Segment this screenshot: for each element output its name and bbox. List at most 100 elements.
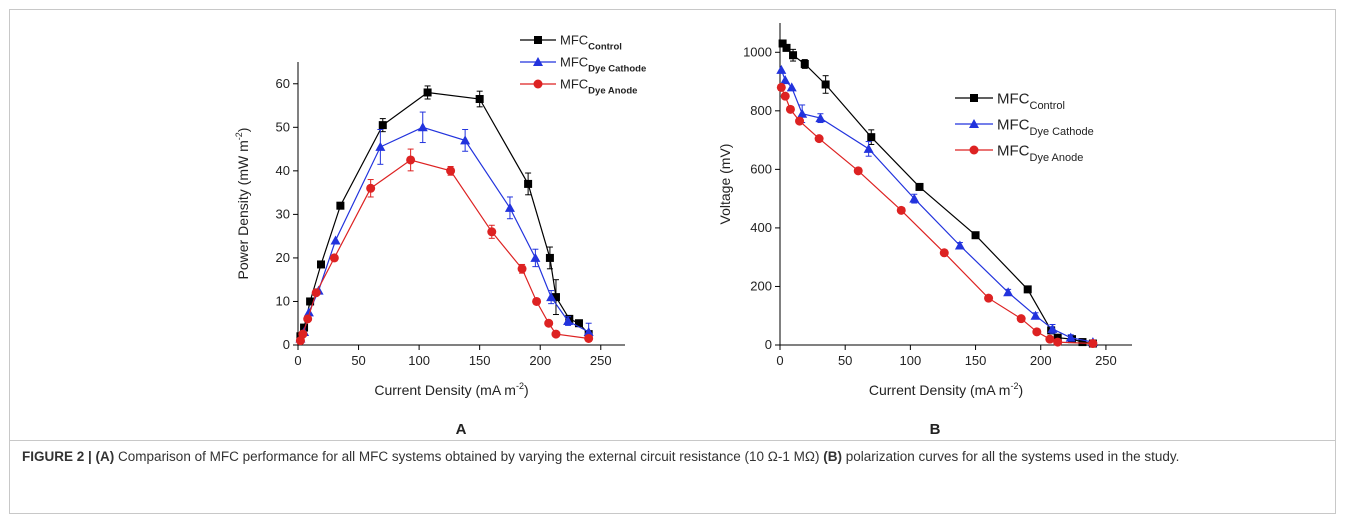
series-line <box>299 159 589 341</box>
data-point <box>776 82 786 92</box>
data-point <box>1047 323 1058 333</box>
series-dye-anode <box>295 148 594 346</box>
figure-caption: FIGURE 2 | (A) Comparison of MFC perform… <box>22 446 1322 468</box>
x-tick-label: 200 <box>1030 353 1052 368</box>
data-point <box>915 182 924 191</box>
y-axis-label: Power Density (mW m-2) <box>234 128 251 280</box>
y-tick-label: 20 <box>276 250 290 265</box>
data-point <box>867 133 876 142</box>
data-point <box>303 307 314 317</box>
data-point <box>984 293 994 303</box>
data-point <box>1003 287 1014 297</box>
data-point <box>1065 332 1076 342</box>
data-point <box>504 202 515 212</box>
data-point <box>366 183 376 193</box>
data-point <box>1016 314 1026 324</box>
x-tick-label: 150 <box>469 353 491 368</box>
caption-divider <box>10 440 1335 441</box>
data-point <box>1045 334 1055 344</box>
y-tick-label: 1000 <box>743 44 772 59</box>
data-point <box>1078 338 1087 347</box>
data-point <box>785 104 795 114</box>
data-point <box>1030 310 1041 320</box>
panel-label: B <box>930 421 941 438</box>
data-point <box>423 88 432 97</box>
caption-text-b: polarization curves for all the systems … <box>841 449 1180 464</box>
series-line <box>299 91 590 337</box>
legend-label: MFCControl <box>997 90 1065 112</box>
series-dye-cathode <box>776 64 1098 347</box>
x-tick-label: 50 <box>838 353 852 368</box>
caption-label: FIGURE 2 | <box>22 449 96 464</box>
data-point <box>417 122 428 132</box>
y-tick-label: 0 <box>283 337 290 352</box>
data-point <box>954 240 965 250</box>
data-point <box>317 260 326 269</box>
data-point <box>584 333 594 343</box>
y-tick-label: 0 <box>765 337 772 352</box>
x-tick-label: 0 <box>294 353 301 368</box>
data-point <box>821 80 830 89</box>
series-control <box>778 39 1097 348</box>
chart-panel-a: 0 50 100 150 200 250 0 10 20 30 40 50 60 Current Dens… <box>234 33 646 438</box>
data-point <box>1023 285 1032 294</box>
data-point <box>782 43 791 52</box>
y-tick-label: 60 <box>276 76 290 91</box>
x-tick-label: 50 <box>351 353 365 368</box>
legend-marker <box>533 79 543 89</box>
series-line <box>299 126 589 339</box>
data-point <box>446 166 456 176</box>
data-point <box>378 121 387 130</box>
x-tick-label: 150 <box>965 353 987 368</box>
data-point <box>530 252 541 262</box>
data-point <box>1053 337 1063 347</box>
data-point <box>776 64 787 74</box>
data-point <box>532 296 542 306</box>
legend-label: MFCDye Anode <box>997 142 1083 164</box>
data-point <box>545 253 554 262</box>
panel-label: A <box>456 421 467 438</box>
y-tick-label: 50 <box>276 119 290 134</box>
data-point <box>1088 339 1098 349</box>
legend-label: MFCDye Cathode <box>560 55 646 75</box>
data-point <box>971 231 980 240</box>
data-point <box>298 329 308 339</box>
y-tick-label: 10 <box>276 293 290 308</box>
data-point <box>814 134 824 144</box>
legend-label: MFCDye Anode <box>560 77 637 97</box>
data-point <box>583 326 594 336</box>
data-point <box>551 293 560 302</box>
data-point <box>306 297 315 306</box>
caption-panel-b: (B) <box>823 449 842 464</box>
y-tick-label: 40 <box>276 163 290 178</box>
data-point <box>311 288 321 298</box>
data-point <box>329 253 339 263</box>
x-tick-label: 0 <box>776 353 783 368</box>
data-point <box>815 113 826 123</box>
data-point <box>475 95 484 104</box>
chart-panel-b: 0 50 100 150 200 250 0 200 400 600 800 1000 Current … <box>717 23 1132 438</box>
series-control <box>296 85 593 341</box>
x-tick-label: 100 <box>408 353 430 368</box>
data-point <box>517 264 527 274</box>
legend-marker <box>969 145 979 155</box>
series-line <box>782 43 1093 345</box>
y-tick-label: 400 <box>750 220 772 235</box>
data-point <box>939 248 949 258</box>
x-axis-label: Current Density (mA m-2) <box>374 381 528 398</box>
x-tick-label: 250 <box>1095 353 1117 368</box>
legend-marker <box>533 57 543 66</box>
data-point <box>487 227 497 237</box>
figure-frame <box>9 9 1336 514</box>
data-point <box>303 314 313 324</box>
data-point <box>789 51 798 60</box>
data-point <box>460 135 471 145</box>
data-point <box>544 318 554 328</box>
y-axis-label: Voltage (mV) <box>717 144 733 225</box>
data-point <box>909 193 920 203</box>
data-point <box>375 141 386 151</box>
data-point <box>336 201 345 210</box>
data-point <box>797 108 808 118</box>
data-point <box>546 292 557 302</box>
y-tick-label: 30 <box>276 206 290 221</box>
